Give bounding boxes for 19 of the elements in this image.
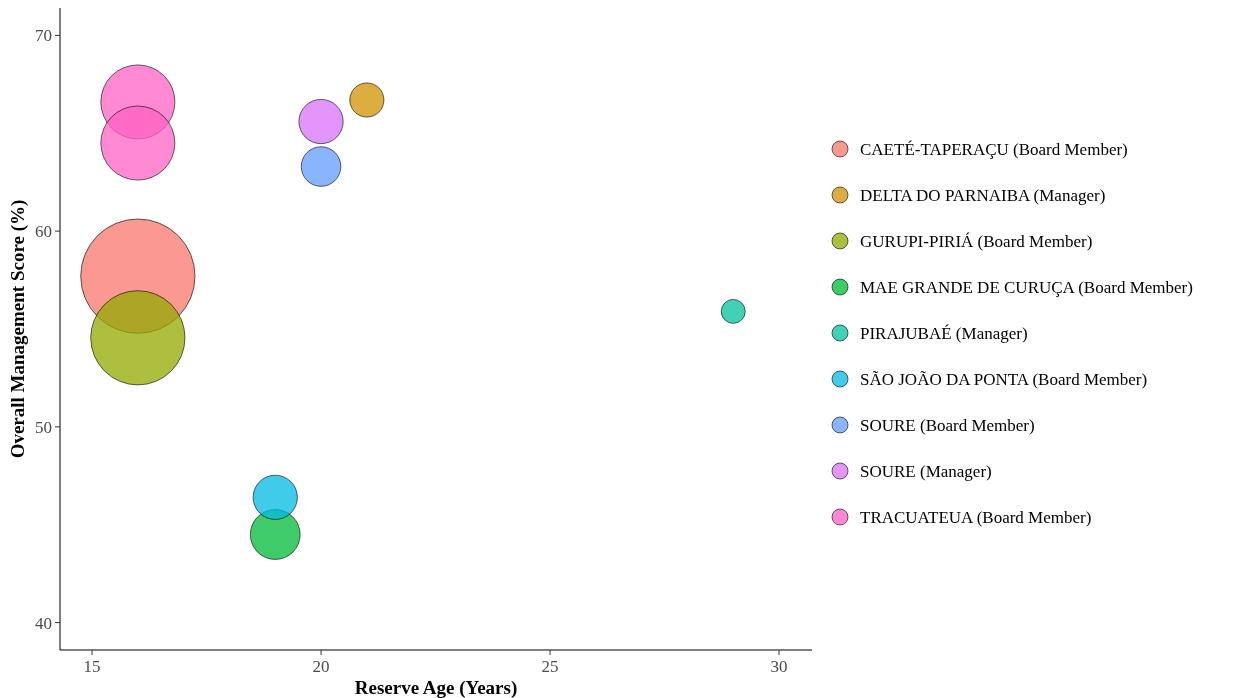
legend-label: SOURE (Manager): [860, 461, 992, 481]
x-tick-label: 15: [83, 657, 101, 676]
legend-label: MAE GRANDE DE CURUÇA (Board Member): [860, 277, 1193, 297]
y-tick-label: 70: [35, 26, 52, 46]
legend-label: SÃO JOÃO DA PONTA (Board Member): [860, 369, 1148, 389]
y-axis-title: Overall Management Score (%): [7, 199, 29, 459]
y-tick-label: 40: [35, 613, 52, 633]
legend-label: CAETÉ-TAPERAÇU (Board Member): [860, 139, 1128, 159]
x-tick-label: 25: [541, 657, 559, 676]
legend-label: SOURE (Board Member): [860, 415, 1035, 435]
x-axis-title: Reserve Age (Years): [354, 677, 518, 698]
legend-label: DELTA DO PARNAIBA (Manager): [860, 185, 1106, 205]
y-tick-label: 50: [35, 417, 52, 437]
x-tick-label: 20: [312, 657, 330, 676]
y-tick-label: 60: [35, 222, 52, 242]
legend-label: GURUPI-PIRIÁ (Board Member): [860, 231, 1093, 251]
legend-label: TRACUATEUA (Board Member): [860, 507, 1092, 527]
legend-label: PIRAJUBAÉ (Manager): [860, 323, 1028, 343]
x-tick-label: 30: [770, 657, 788, 676]
